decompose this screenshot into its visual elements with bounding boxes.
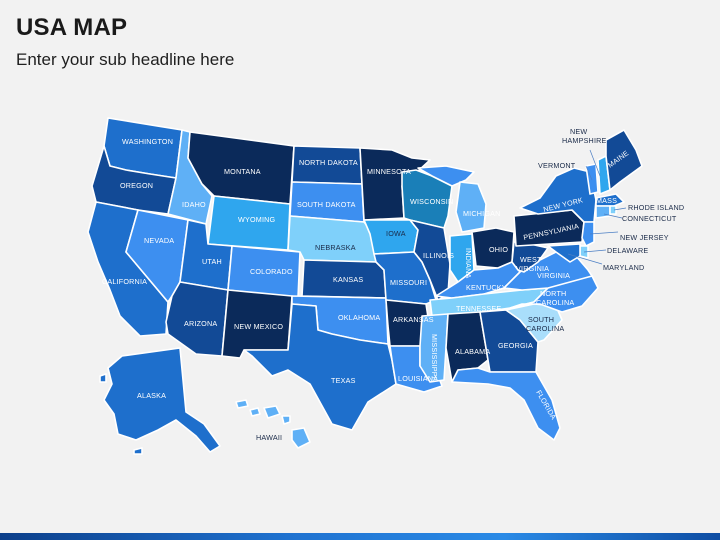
label-michigan: MICHIGAN	[463, 209, 501, 218]
label-arkansas: ARKANSAS	[393, 315, 434, 324]
label-minnesota: MINNESOTA	[367, 167, 411, 176]
label-utah: UTAH	[202, 257, 222, 266]
label-illinois: ILLINOIS	[423, 251, 454, 260]
state-illinois[interactable]	[409, 219, 451, 301]
label-arizona: ARIZONA	[184, 319, 217, 328]
state-rhode-island[interactable]	[609, 205, 617, 215]
label-iowa: IOWA	[386, 229, 406, 238]
label-delaware: DELAWARE	[607, 246, 648, 255]
state-hawaii[interactable]	[291, 427, 311, 449]
label-nebraska: NEBRASKA	[315, 243, 356, 252]
label-texas: TEXAS	[331, 376, 356, 385]
label-mississippi: MISSISSIPPI	[430, 334, 439, 379]
state-michigan[interactable]	[455, 181, 487, 233]
label-montana: MONTANA	[224, 167, 261, 176]
state-florida[interactable]	[451, 367, 561, 441]
label-alaska: ALASKA	[137, 391, 166, 400]
label-new-hampshire-1: NEW	[570, 127, 587, 136]
state-maine[interactable]	[605, 129, 643, 191]
state-new-jersey[interactable]	[581, 221, 595, 247]
label-north-dakota: NORTH DAKOTA	[299, 158, 358, 167]
state-michigan-upper[interactable]	[417, 165, 475, 187]
label-wisconsin: WISCONSIN	[410, 197, 453, 206]
label-rhode-island: RHODE ISLAND	[628, 203, 684, 212]
label-nevada: NEVADA	[144, 236, 174, 245]
alaska-aleutian-2	[133, 447, 143, 455]
label-mass: MASS	[596, 196, 617, 205]
state-maryland[interactable]	[547, 243, 581, 263]
label-kansas: KANSAS	[333, 275, 363, 284]
label-tennessee: TENNESSEE	[456, 304, 501, 313]
label-north-carolina-1: NORTH	[540, 289, 566, 298]
hawaii-island-1	[235, 399, 249, 409]
label-connecticut: CONNECTICUT	[622, 214, 677, 223]
label-hawaii: HAWAII	[256, 433, 282, 442]
page-subtitle: Enter your sub headline here	[16, 50, 235, 69]
state-mass[interactable]	[595, 193, 625, 207]
label-vermont: VERMONT	[538, 161, 576, 170]
label-new-hampshire-2: HAMPSHIRE	[562, 136, 607, 145]
label-california: CALIFORNIA	[102, 277, 147, 286]
label-louisiana: LOUISIANA	[398, 374, 438, 383]
state-alaska[interactable]	[103, 347, 221, 453]
label-west-virginia-2: VIRGINIA	[516, 264, 549, 273]
label-missouri: MISSOURI	[390, 278, 427, 287]
hawaii-island-3	[263, 405, 281, 419]
label-maryland: MARYLAND	[603, 263, 644, 272]
label-south-dakota: SOUTH DAKOTA	[297, 200, 356, 209]
state-nebraska[interactable]	[287, 215, 377, 263]
label-kentucky: KENTUCKY	[466, 283, 507, 292]
state-connecticut[interactable]	[595, 205, 611, 219]
label-virginia: VIRGINIA	[537, 271, 570, 280]
hawaii-island-2	[249, 407, 261, 417]
label-north-carolina-2: CAROLINA	[536, 298, 574, 307]
alaska-aleutian-1	[99, 373, 107, 383]
label-idaho: IDAHO	[182, 200, 206, 209]
label-ohio: OHIO	[489, 245, 508, 254]
leader-lines	[567, 149, 627, 265]
label-south-carolina-1: SOUTH	[528, 315, 554, 324]
label-indiana: INDIANA	[464, 248, 473, 279]
hawaii-island-4	[281, 415, 291, 425]
state-wisconsin[interactable]	[401, 169, 453, 229]
label-new-jersey: NEW JERSEY	[620, 233, 669, 242]
label-georgia: GEORGIA	[498, 341, 533, 350]
label-west-virginia-1: WEST	[520, 255, 542, 264]
label-oregon: OREGON	[120, 181, 153, 190]
label-alabama: ALABAMA	[455, 347, 490, 356]
label-oklahoma: OKLAHOMA	[338, 313, 380, 322]
footer-accent-bar	[0, 533, 720, 540]
label-south-carolina-2: CAROLINA	[526, 324, 564, 333]
state-vermont[interactable]	[585, 163, 599, 195]
label-colorado: COLORADO	[250, 267, 293, 276]
label-new-mexico: NEW MEXICO	[234, 322, 283, 331]
state-north-carolina[interactable]	[509, 275, 599, 313]
label-washington: WASHINGTON	[122, 137, 173, 146]
state-texas[interactable]	[243, 303, 397, 431]
label-wyoming: WYOMING	[238, 215, 276, 224]
page-title: USA MAP	[16, 14, 128, 41]
